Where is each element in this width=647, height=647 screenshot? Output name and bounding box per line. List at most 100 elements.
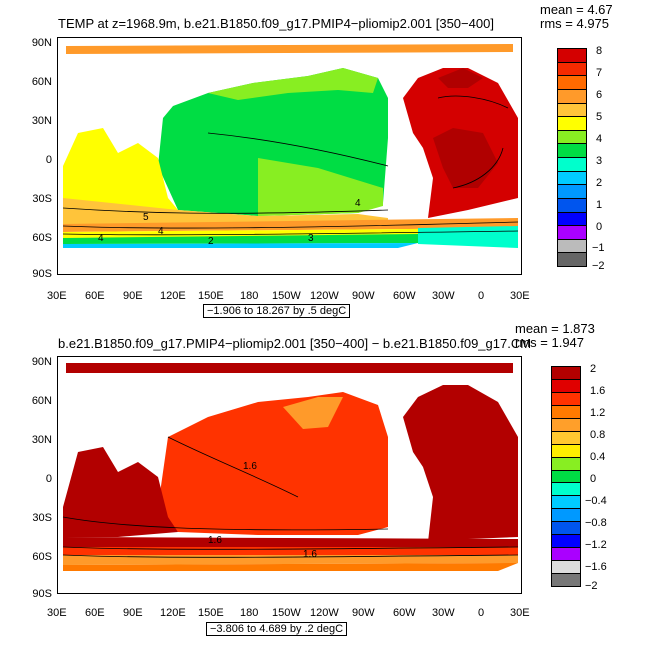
southern-band-1 bbox=[63, 537, 518, 547]
panel1-colorbar bbox=[557, 48, 587, 267]
panel2-lon-90e: 90E bbox=[123, 607, 143, 619]
panel2-colorbar-swatch-12 bbox=[551, 521, 581, 536]
panel1-colorbar-swatch-7 bbox=[557, 143, 587, 158]
pacific-north-patch bbox=[283, 397, 343, 429]
panel1-lat-60s: 60S bbox=[32, 232, 52, 244]
panel2-colorbar-swatch-0 bbox=[551, 366, 581, 380]
panel1-cb-label-m1: −1 bbox=[592, 242, 605, 254]
panel1-lon-30e-right: 30E bbox=[510, 290, 530, 302]
panel1-colorbar-swatch-6 bbox=[557, 129, 587, 145]
panel2-colorbar-swatch-4 bbox=[551, 417, 581, 432]
panel2-lat-90n: 90N bbox=[31, 356, 52, 368]
panel1-lon-150e: 150E bbox=[198, 290, 224, 302]
panel2-contour-label-2: 1.6 bbox=[208, 535, 222, 546]
panel2-colorbar-swatch-13 bbox=[551, 534, 581, 549]
panel2-cb-label-m2: −2 bbox=[585, 580, 598, 592]
panel2-contours bbox=[62, 436, 519, 558]
panel2-cb-label-0: 0 bbox=[590, 473, 597, 485]
panel1-lon-150w: 150W bbox=[272, 290, 301, 302]
panel2-lon-30e: 30E bbox=[47, 607, 67, 619]
panel1-cb-label-3: 3 bbox=[596, 155, 603, 167]
panel1-cb-label-2: 2 bbox=[596, 177, 603, 189]
panel2-contour-info: −3.806 to 4.689 by .2 degC bbox=[206, 622, 348, 636]
panel1-contour-label-1: 5 bbox=[143, 212, 149, 223]
panel1-colorbar-swatch-9 bbox=[557, 170, 587, 186]
panel2-lon-120e: 120E bbox=[160, 607, 186, 619]
panel2-cb-label-m0-4: −0.4 bbox=[585, 495, 607, 507]
panel2-colorbar-swatch-11 bbox=[551, 508, 581, 523]
panel2-rms: rms = 1.947 bbox=[515, 335, 585, 350]
panel2-cb-label-2: 2 bbox=[590, 363, 597, 375]
panel2-lat-60s: 60S bbox=[32, 551, 52, 563]
panel2-map-svg: 1.6 1.6 1.6 bbox=[62, 363, 519, 571]
panel1-lat-90s: 90S bbox=[32, 268, 52, 280]
panel1-cb-label-4: 4 bbox=[596, 133, 603, 145]
panel2-lon-150w: 150W bbox=[272, 607, 301, 619]
panel2-lon-30w: 30W bbox=[432, 607, 455, 619]
panel1-colorbar-swatch-8 bbox=[557, 157, 587, 172]
indian-ocean-south-band bbox=[63, 198, 388, 226]
panel1-cb-label-1: 1 bbox=[596, 199, 603, 211]
panel2-cb-label-m1-6: −1.6 bbox=[585, 561, 607, 573]
panel2-colorbar-swatch-8 bbox=[551, 469, 581, 484]
southern-band-4 bbox=[63, 563, 518, 571]
atlantic-core bbox=[433, 128, 498, 188]
arctic-ocean bbox=[66, 363, 513, 373]
panel2-title: b.e21.B1850.f09_g17.PMIP4−pliomip2.001 [… bbox=[58, 336, 532, 351]
panel2-map: 1.6 1.6 1.6 bbox=[57, 356, 522, 594]
panel2-lon-60e: 60E bbox=[85, 607, 105, 619]
southern-band-3 bbox=[63, 234, 418, 244]
panel1-lon-30e: 30E bbox=[47, 290, 67, 302]
panel1-lon-90e: 90E bbox=[123, 290, 143, 302]
panel2-colorbar-swatch-7 bbox=[551, 456, 581, 471]
panel2-colorbar-swatch-10 bbox=[551, 495, 581, 510]
panel1-colorbar-swatch-11 bbox=[557, 197, 587, 213]
indian-ocean bbox=[63, 447, 178, 537]
panel2-lat-30n: 30N bbox=[31, 434, 52, 446]
southern-band-5 bbox=[63, 243, 418, 248]
panel1-cb-label-7: 7 bbox=[596, 67, 603, 79]
panel2-colorbar-swatch-5 bbox=[551, 430, 581, 445]
panel1-lat-30s: 30S bbox=[32, 193, 52, 205]
panel2-lon-0: 0 bbox=[478, 607, 485, 619]
panel1-contour-label-6: 2 bbox=[208, 236, 214, 247]
panel1-lon-90w: 90W bbox=[352, 290, 375, 302]
panel1-lat-30n: 30N bbox=[31, 115, 52, 127]
panel1-contour-label-5: 4 bbox=[98, 233, 104, 244]
panel2-lat-90s: 90S bbox=[32, 588, 52, 600]
panel1-contours bbox=[62, 95, 519, 236]
panel1-lon-60e: 60E bbox=[85, 290, 105, 302]
pacific-north-warm bbox=[208, 68, 378, 100]
panel1-contour-info: −1.906 to 18.267 by .5 degC bbox=[203, 304, 351, 318]
panel2-cb-label-1-2: 1.2 bbox=[590, 407, 606, 419]
panel1-colorbar-swatch-1 bbox=[557, 61, 587, 77]
southern-band-4 bbox=[418, 226, 518, 248]
panel1-cb-label-5: 5 bbox=[596, 111, 603, 123]
panel1-cb-label-0: 0 bbox=[596, 221, 603, 233]
panel1-lon-180: 180 bbox=[240, 290, 259, 302]
panel1-lat-60n: 60N bbox=[31, 76, 52, 88]
panel2-cb-label-1-6: 1.6 bbox=[590, 385, 606, 397]
panel2-colorbar-swatch-16 bbox=[551, 573, 581, 587]
panel2-lat-0: 0 bbox=[45, 473, 52, 485]
panel2-cb-label-m1-2: −1.2 bbox=[585, 539, 607, 551]
panel1-colorbar-swatch-3 bbox=[557, 88, 587, 104]
panel2-cb-label-0-4: 0.4 bbox=[590, 451, 606, 463]
panel1-lon-0: 0 bbox=[478, 290, 485, 302]
panel1-contour-label-4: 3 bbox=[308, 233, 314, 244]
panel1-title: TEMP at z=1968.9m, b.e21.B1850.f09_g17.P… bbox=[58, 16, 494, 31]
panel1-mean: mean = 4.67 bbox=[540, 2, 613, 17]
panel2-lon-180: 180 bbox=[240, 607, 259, 619]
panel1-contour-label-3: 4 bbox=[355, 198, 361, 209]
panel2-colorbar-swatch-1 bbox=[551, 378, 581, 393]
panel2-colorbar-swatch-3 bbox=[551, 404, 581, 419]
panel1-colorbar-swatch-10 bbox=[557, 184, 587, 199]
panel2-lon-120w: 120W bbox=[310, 607, 339, 619]
southern-band-1 bbox=[63, 218, 518, 232]
panel1-lon-120w: 120W bbox=[310, 290, 339, 302]
panel2-colorbar-swatch-15 bbox=[551, 560, 581, 575]
panel1-lon-120e: 120E bbox=[160, 290, 186, 302]
panel1-cb-label-m2: −2 bbox=[592, 260, 605, 272]
panel1-cb-label-6: 6 bbox=[596, 89, 603, 101]
panel1-colorbar-swatch-14 bbox=[557, 238, 587, 254]
